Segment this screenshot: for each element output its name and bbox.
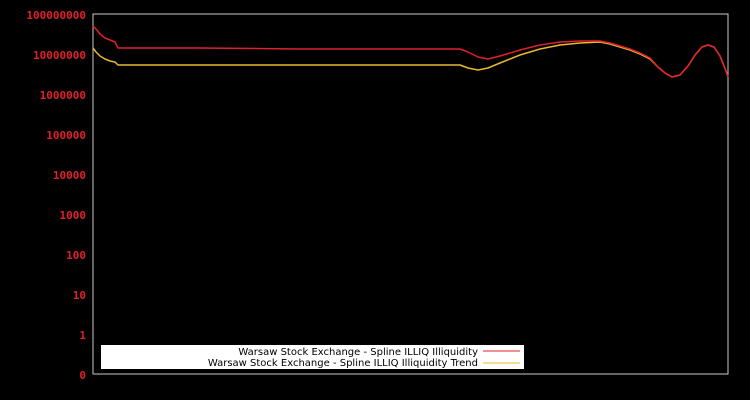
series-lines	[92, 25, 729, 78]
plot-area-frame	[92, 13, 729, 375]
y-tick-label: 10000000	[33, 49, 86, 62]
series-line	[92, 25, 729, 78]
y-tick-label: 1	[79, 329, 86, 342]
legend: Warsaw Stock Exchange - Spline ILLIQ Ill…	[101, 345, 524, 369]
y-tick-label: 1000000	[40, 89, 86, 102]
y-axis-ticks: 1000000001000000010000001000001000010001…	[26, 9, 86, 382]
legend-label-trend: Warsaw Stock Exchange - Spline ILLIQ Ill…	[208, 358, 478, 369]
y-tick-label: 1000	[60, 209, 87, 222]
y-tick-label: 10	[73, 289, 86, 302]
legend-label-illiquidity: Warsaw Stock Exchange - Spline ILLIQ Ill…	[238, 347, 478, 358]
y-tick-label: 100000000	[26, 9, 86, 22]
y-tick-label: 100000	[46, 129, 86, 142]
y-tick-label: 10000	[53, 169, 86, 182]
y-tick-label: 100	[66, 249, 86, 262]
legend-box	[101, 345, 524, 369]
y-tick-label: 0	[79, 369, 86, 382]
